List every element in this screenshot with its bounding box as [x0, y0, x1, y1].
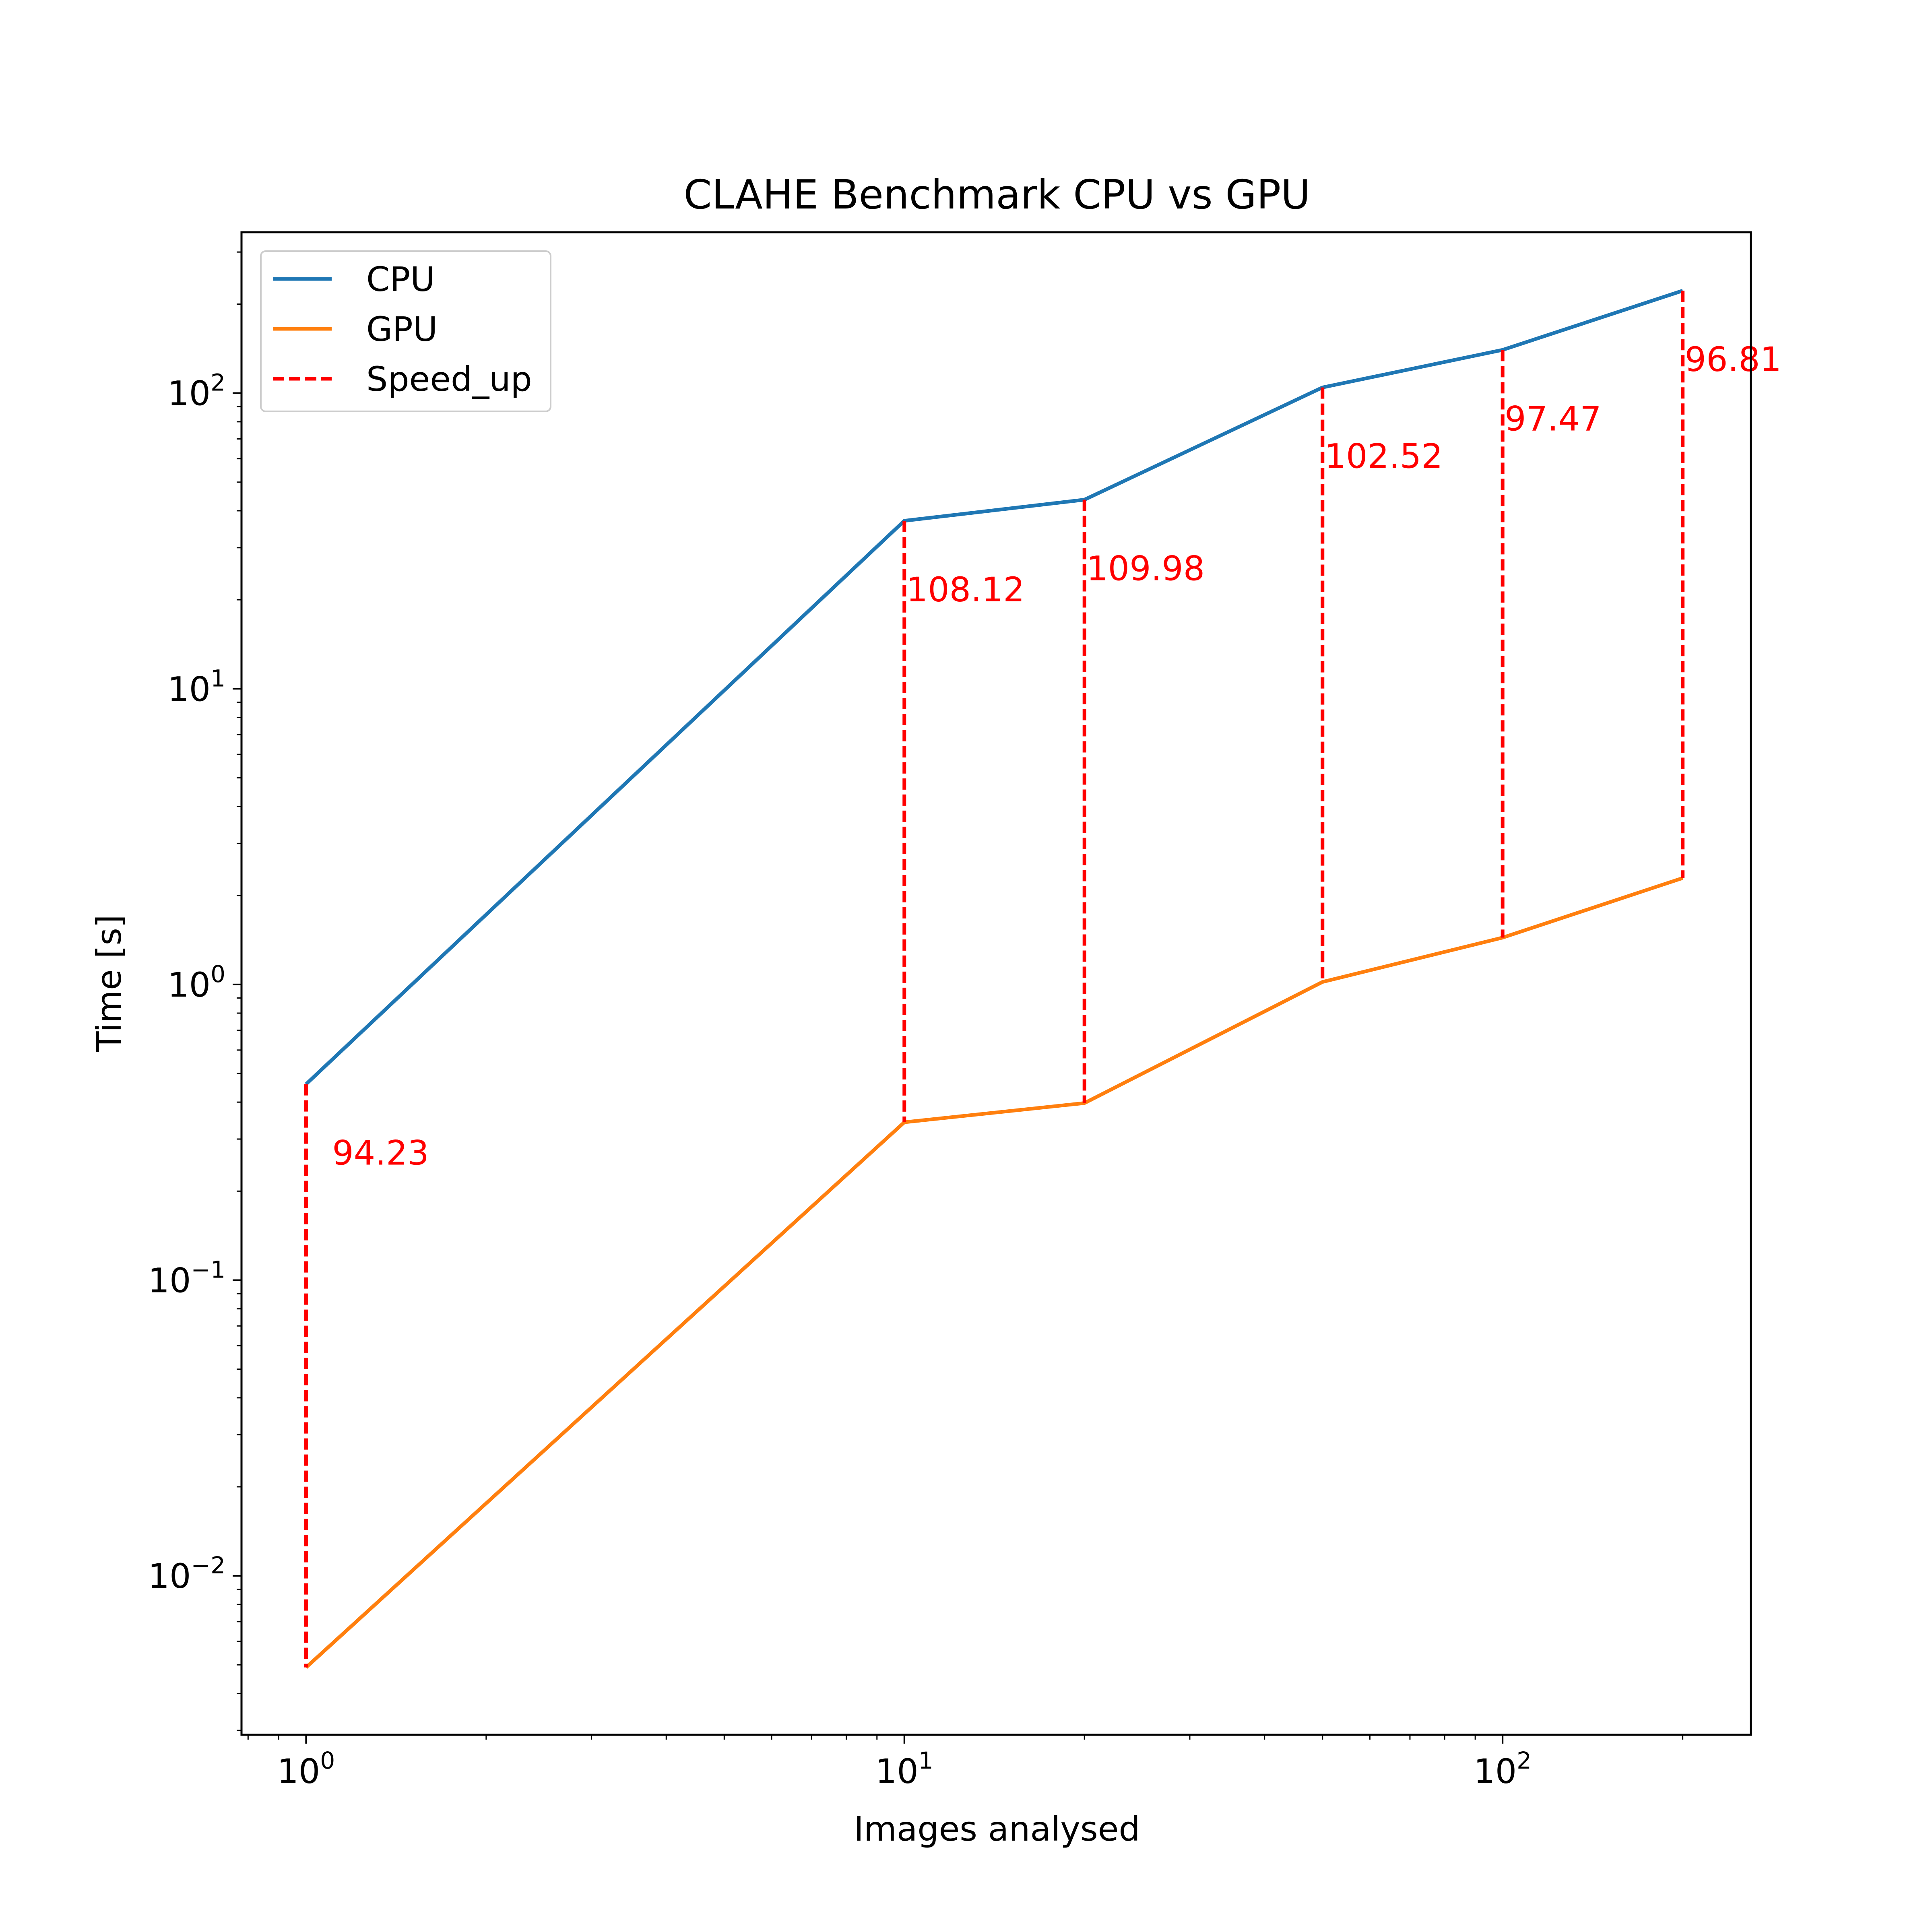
y-tick-label: 10−2 — [148, 1552, 225, 1596]
y-tick-label: 101 — [167, 665, 225, 709]
y-tick-base: 10 — [167, 965, 211, 1005]
speedup-label: 94.23 — [332, 1133, 429, 1173]
x-tick-base: 10 — [875, 1752, 919, 1791]
y-tick-label: 100 — [167, 960, 225, 1005]
series-line-cpu — [305, 289, 1684, 1086]
y-tick-base: 10 — [148, 1556, 191, 1596]
legend-label-cpu: CPU — [366, 260, 435, 299]
x-tick-base: 10 — [1474, 1752, 1517, 1791]
plot-area-frame — [240, 231, 1752, 1736]
series-lines — [305, 289, 1684, 1669]
x-tick-label: 100 — [277, 1747, 335, 1791]
y-tick-label: 102 — [167, 369, 225, 413]
x-axis-label: Images analysed — [854, 1809, 1140, 1849]
speedup-label: 96.81 — [1685, 340, 1781, 379]
speedup-label: 108.12 — [906, 570, 1025, 609]
y-tick-exponent: 2 — [211, 369, 225, 396]
x-tick-label: 102 — [1474, 1747, 1532, 1791]
y-axis-label: Time [s] — [89, 914, 129, 1053]
x-tick-base: 10 — [277, 1752, 320, 1791]
legend-label-speed_up: Speed_up — [366, 359, 532, 399]
y-tick-base: 10 — [148, 1261, 191, 1300]
legend-label-gpu: GPU — [366, 310, 438, 349]
y-tick-exponent: −2 — [191, 1552, 226, 1579]
y-tick-exponent: 1 — [211, 665, 225, 692]
x-tick-exponent: 0 — [320, 1747, 335, 1774]
y-tick-base: 10 — [167, 669, 211, 709]
series-line-gpu — [305, 876, 1684, 1669]
y-tick-base: 10 — [167, 374, 211, 413]
legend: CPU GPU Speed_up — [260, 250, 551, 412]
x-tick-exponent: 1 — [919, 1747, 933, 1774]
speedup-lines: 94.23 108.12 109.98 102.52 97.47 96.81 — [304, 291, 1781, 1668]
y-tick-label: 10−1 — [148, 1256, 225, 1300]
chart-title: CLAHE Benchmark CPU vs GPU — [684, 171, 1311, 218]
y-tick-exponent: −1 — [191, 1256, 226, 1283]
y-tick-exponent: 0 — [211, 960, 225, 988]
x-tick-exponent: 2 — [1517, 1747, 1532, 1774]
speedup-label: 109.98 — [1086, 549, 1205, 588]
speedup-label: 102.52 — [1325, 437, 1443, 476]
x-tick-label: 101 — [875, 1747, 933, 1791]
speedup-label: 97.47 — [1505, 399, 1601, 438]
legend-box — [260, 250, 551, 412]
